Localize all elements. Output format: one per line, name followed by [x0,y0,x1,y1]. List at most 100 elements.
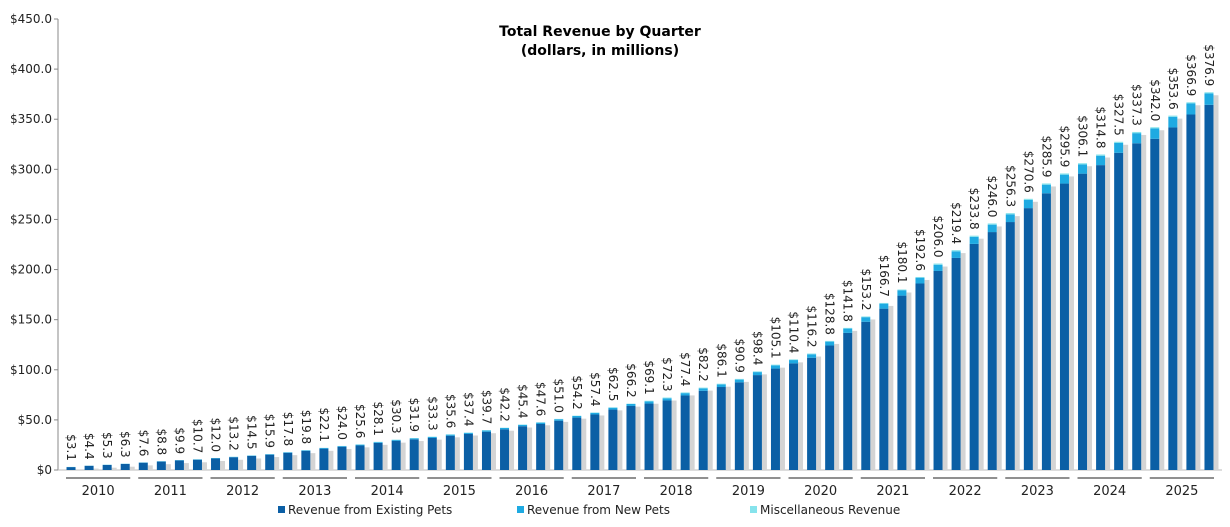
data-label: $30.3 [389,399,403,433]
bar-shadow [870,319,876,470]
bar-shadow [364,447,370,470]
year-label: 2019 [732,484,765,499]
bar-misc-revenue [662,397,672,399]
bar-new-pets [481,430,491,432]
data-label: $22.1 [317,407,331,441]
data-label: $14.5 [245,415,259,449]
bar-new-pets [500,428,510,430]
bar-existing-pets [752,375,762,470]
bar-existing-pets [211,458,221,470]
y-tick-label: $200.0 [10,263,52,277]
y-axis: $0 $50.0 $100.0 $150.0 $200.0 $250.0 $300.0 $35… [10,12,1222,477]
data-label: $57.4 [588,372,602,406]
year-label: 2024 [1093,484,1126,499]
bar-new-pets [1132,133,1142,144]
bar-new-pets [1023,200,1033,209]
bar-misc-revenue [861,316,871,318]
bar-new-pets [933,264,943,271]
bar-shadow [779,367,785,470]
data-label: $45.4 [516,384,530,418]
bar-shadow [960,253,966,470]
bar-existing-pets [1114,152,1124,470]
bar-shadow [509,430,515,470]
data-label: $47.6 [534,382,548,416]
y-tick-label: $100.0 [10,363,52,377]
bar-existing-pets [138,462,148,470]
data-label: $77.4 [678,352,692,386]
bar-misc-revenue [951,250,961,252]
legend-label: Revenue from New Pets [527,503,670,517]
bar-existing-pets [1168,127,1178,471]
bar-misc-revenue [915,276,925,278]
bar-existing-pets [463,433,473,470]
bar-shadow [888,305,894,470]
bar-new-pets [355,444,365,446]
chart-subtitle: (dollars, in millions) [521,43,679,59]
bar-existing-pets [734,382,744,470]
bar-shadow [292,455,298,470]
bar-new-pets [861,317,871,322]
data-label: $15.9 [263,414,277,448]
bar-existing-pets [66,467,76,470]
data-label: $72.3 [660,357,674,391]
year-label: 2025 [1165,484,1198,499]
bar-shadow [1105,157,1111,471]
bar-misc-revenue [680,392,690,394]
bar-shadow [942,266,948,470]
data-label: $256.3 [1003,165,1017,207]
bar-new-pets [1204,93,1214,105]
bar-existing-pets [698,390,708,470]
data-label: $376.9 [1202,44,1216,86]
bar-new-pets [879,303,889,309]
bar-shadow [852,330,858,470]
bar-misc-revenue [969,235,979,237]
bar-shadow [147,465,153,470]
year-label: 2017 [587,484,620,499]
bar-shadow [1087,166,1093,470]
bar-existing-pets [608,409,618,470]
bar-existing-pets [536,423,546,470]
data-label: $42.2 [498,387,512,421]
bar-shadow [653,403,659,470]
bar-existing-pets [174,460,184,470]
data-label: $246.0 [985,175,999,217]
bar-shadow [798,362,804,470]
data-label: $192.6 [913,229,927,271]
data-label: $141.8 [841,280,855,322]
bar-existing-pets [807,357,817,470]
bar-existing-pets [409,439,419,470]
bar-existing-pets [229,457,239,470]
y-tick-label: $450.0 [10,12,52,26]
bar-shadow [834,343,840,470]
data-label: $285.9 [1039,135,1053,177]
bar-shadow [978,238,984,470]
bar-new-pets [463,432,473,434]
data-label: $206.0 [931,216,945,258]
year-label: 2014 [371,484,404,499]
data-label: $12.0 [209,418,223,452]
x-axis: 2010 2011 2012 2013 2014 2015 2016 2017 2018 2019… [66,477,1214,499]
bar-existing-pets [265,454,275,470]
bar-new-pets [734,379,744,383]
data-label: $19.8 [299,410,313,444]
bar-new-pets [590,412,600,415]
bar-shadow [924,279,930,470]
bar-shadow [93,468,99,470]
bars [66,92,1219,471]
year-label: 2011 [154,484,187,499]
bar-misc-revenue [1132,131,1142,134]
bar-existing-pets [283,452,293,470]
bar-existing-pets [1005,222,1015,470]
bar-shadow [527,427,533,470]
bar-shadow [310,453,316,470]
bar-existing-pets [644,403,654,470]
legend-swatch [278,506,285,513]
data-label: $9.9 [172,427,186,454]
bar-new-pets [283,452,293,453]
bar-new-pets [807,354,817,358]
bar-shadow [346,448,352,470]
bar-existing-pets [355,445,365,470]
bar-shadow [418,441,424,470]
bar-existing-pets [626,405,636,470]
bar-shadow [816,356,822,470]
